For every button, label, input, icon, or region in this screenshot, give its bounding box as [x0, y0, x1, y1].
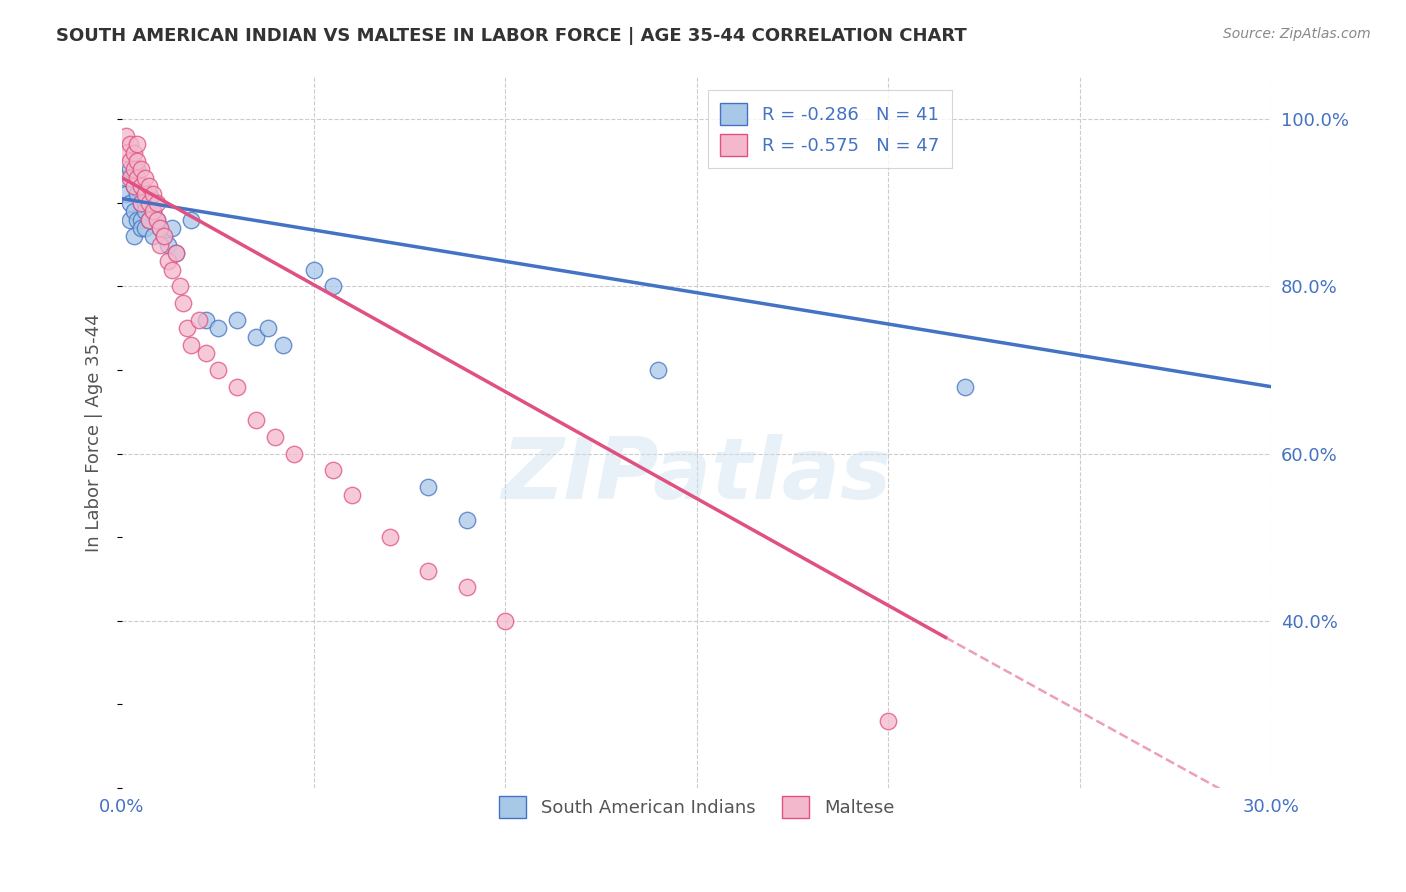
Point [647, 363, 669, 377]
Point [129, 195, 152, 210]
Y-axis label: In Labor Force | Age 35-44: In Labor Force | Age 35-44 [86, 313, 103, 552]
Point [127, 162, 149, 177]
Point [118, 212, 141, 227]
Point [256, 321, 278, 335]
Point [264, 430, 287, 444]
Point [118, 195, 141, 210]
Point [180, 338, 202, 352]
Point [127, 137, 149, 152]
Point [134, 204, 156, 219]
Point [115, 145, 138, 160]
Point [153, 229, 176, 244]
Point [165, 246, 187, 260]
Point [138, 195, 160, 210]
Point [115, 128, 138, 143]
Point [134, 195, 156, 210]
Point [127, 154, 149, 169]
Point [127, 212, 149, 227]
Point [129, 162, 152, 177]
Point [118, 162, 141, 177]
Point [122, 179, 145, 194]
Point [418, 480, 440, 494]
Point [142, 229, 165, 244]
Point [207, 363, 229, 377]
Point [118, 137, 141, 152]
Point [226, 313, 249, 327]
Point [138, 179, 160, 194]
Point [207, 321, 229, 335]
Point [165, 246, 187, 260]
Point [134, 187, 156, 202]
Point [118, 154, 141, 169]
Point [129, 179, 152, 194]
Point [142, 187, 165, 202]
Point [156, 254, 179, 268]
Point [172, 296, 194, 310]
Point [418, 564, 440, 578]
Point [456, 580, 478, 594]
Point [118, 170, 141, 185]
Point [149, 220, 172, 235]
Point [129, 179, 152, 194]
Point [145, 212, 167, 227]
Point [115, 187, 138, 202]
Point [877, 714, 900, 728]
Point [378, 530, 401, 544]
Point [127, 170, 149, 185]
Point [176, 321, 198, 335]
Point [129, 212, 152, 227]
Point [149, 237, 172, 252]
Point [340, 488, 363, 502]
Point [134, 170, 156, 185]
Point [322, 463, 344, 477]
Point [145, 195, 167, 210]
Point [138, 212, 160, 227]
Point [271, 338, 294, 352]
Point [187, 313, 209, 327]
Point [142, 204, 165, 219]
Point [169, 279, 191, 293]
Point [129, 195, 152, 210]
Point [302, 262, 325, 277]
Point [115, 170, 138, 185]
Text: Source: ZipAtlas.com: Source: ZipAtlas.com [1223, 27, 1371, 41]
Point [180, 212, 202, 227]
Point [122, 229, 145, 244]
Point [245, 413, 267, 427]
Point [195, 346, 218, 360]
Point [153, 229, 176, 244]
Point [138, 212, 160, 227]
Legend: South American Indians, Maltese: South American Indians, Maltese [492, 789, 901, 825]
Point [156, 237, 179, 252]
Point [134, 220, 156, 235]
Point [122, 179, 145, 194]
Point [283, 446, 305, 460]
Point [122, 145, 145, 160]
Point [142, 204, 165, 219]
Point [138, 187, 160, 202]
Text: ZIPatlas: ZIPatlas [502, 434, 891, 516]
Point [195, 313, 218, 327]
Point [245, 329, 267, 343]
Point [127, 187, 149, 202]
Text: SOUTH AMERICAN INDIAN VS MALTESE IN LABOR FORCE | AGE 35-44 CORRELATION CHART: SOUTH AMERICAN INDIAN VS MALTESE IN LABO… [56, 27, 967, 45]
Point [160, 220, 183, 235]
Point [226, 380, 249, 394]
Point [149, 220, 172, 235]
Point [145, 212, 167, 227]
Point [494, 614, 516, 628]
Point [129, 220, 152, 235]
Point [122, 204, 145, 219]
Point [953, 380, 976, 394]
Point [456, 513, 478, 527]
Point [322, 279, 344, 293]
Point [160, 262, 183, 277]
Point [122, 162, 145, 177]
